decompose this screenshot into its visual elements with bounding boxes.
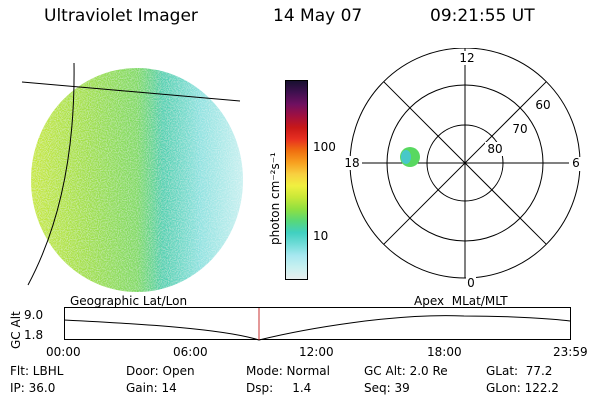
earth-disk-image: [21, 62, 243, 292]
lat-label-70: 70: [512, 122, 527, 136]
seq-info: Seq: 39: [364, 381, 410, 395]
lat-label-60: 60: [535, 98, 550, 112]
gc-alt-axis-label: GC Alt: [9, 311, 23, 349]
mlt-label-0: 0: [467, 276, 475, 290]
gc-alt-min: 1.8: [24, 328, 44, 342]
gc-alt-max: 9.0: [24, 308, 44, 322]
mlt-label-18: 18: [344, 156, 359, 170]
gc-alt-info: GC Alt: 2.0 Re: [364, 364, 448, 378]
time-tick-1800: 18:00: [427, 345, 462, 359]
time-tick-2359: 23:59: [553, 345, 588, 359]
time-tick-0600: 06:00: [173, 345, 208, 359]
dsp-info: Dsp: 1.4: [246, 381, 312, 395]
gain-info: Gain: 14: [126, 381, 177, 395]
apex-label: Apex MLat/MLT: [414, 294, 508, 308]
lat-label-80: 80: [487, 142, 502, 156]
colorbar-tick-10: 10: [313, 229, 329, 243]
latlon-grid-curve: [27, 62, 75, 286]
app-title: Ultraviolet Imager: [44, 6, 198, 26]
latlon-grid-line: [21, 81, 241, 102]
mode-info: Mode: Normal: [246, 364, 330, 378]
glat-info: GLat: 77.2: [486, 364, 553, 378]
colorbar-unit-label: photon cm⁻²s⁻¹: [268, 152, 282, 245]
mlt-label-6: 6: [572, 156, 580, 170]
time-display: 09:21:55 UT: [430, 6, 535, 26]
gc-alt-curve: [64, 315, 571, 341]
polar-plot: 12 6 18 0 60 70 80: [342, 48, 583, 290]
earth-disk: [31, 68, 243, 292]
mlt-label-12: 12: [459, 51, 474, 65]
geographic-label: Geographic Lat/Lon: [70, 294, 188, 308]
aurora-spot-edge: [401, 150, 411, 164]
date-display: 14 May 07: [273, 6, 363, 26]
gc-alt-timeline: [64, 307, 571, 341]
polar-diagonal-2: [383, 81, 547, 245]
time-tick-0000: 00:00: [46, 345, 81, 359]
glon-info: GLon: 122.2: [486, 381, 559, 395]
colorbar: [285, 80, 308, 280]
filter-info: Flt: LBHL: [10, 364, 64, 378]
ip-info: IP: 36.0: [10, 381, 56, 395]
door-info: Door: Open: [126, 364, 195, 378]
colorbar-tick-100: 100: [313, 140, 336, 154]
time-tick-1200: 12:00: [299, 345, 334, 359]
